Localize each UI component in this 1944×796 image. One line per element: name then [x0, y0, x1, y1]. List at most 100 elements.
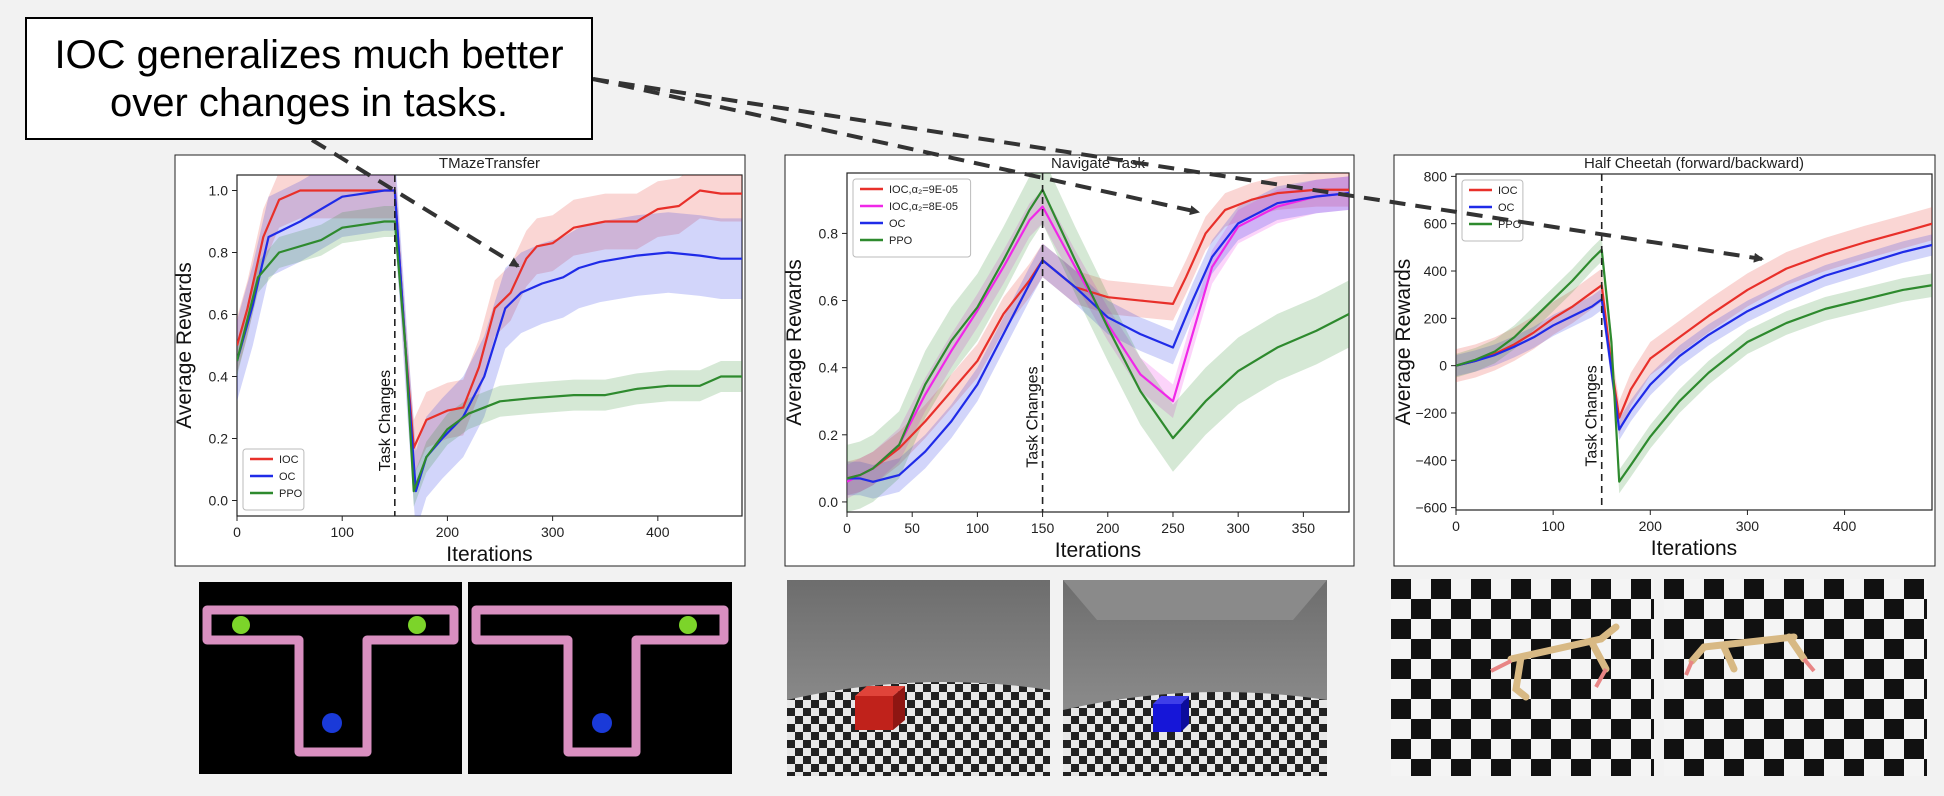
- plot-series-group: [847, 173, 1349, 512]
- y-tick-label: 0.8: [209, 245, 229, 261]
- x-tick-label: 300: [1736, 518, 1760, 534]
- y-tick-label: 0.4: [819, 360, 839, 376]
- x-tick-label: 350: [1292, 520, 1316, 536]
- series-band-ioc: [1456, 207, 1932, 435]
- y-axis-label: Average Rewards: [783, 259, 806, 426]
- x-tick-label: 400: [1833, 518, 1857, 534]
- x-tick-label: 150: [1031, 520, 1055, 536]
- legend-label-ppo: PPO: [1498, 219, 1522, 231]
- legend-label-ioc-8e-05: IOC,α₂=8E-05: [889, 201, 958, 213]
- task-change-label: Task Changes: [377, 370, 394, 471]
- arrow-to-tmaze: [310, 138, 520, 268]
- plot-area: [1455, 173, 1933, 511]
- callout-box: IOC generalizes much better over changes…: [25, 17, 593, 140]
- x-tick-label: 100: [1541, 518, 1565, 534]
- navigate-room-blue-cube-thumbnail: [1063, 580, 1327, 776]
- legend-label-ppo: PPO: [279, 488, 303, 500]
- chart-half-cheetah: Half Cheetah (forward/backward) Task Chan…: [1392, 154, 1936, 567]
- chart-tmaze-transfer: TMazeTransfer Task Changes 0 100 200 300 400 0.…: [173, 154, 746, 567]
- series-line-ppo: [1456, 248, 1932, 483]
- y-tick-label: 0.0: [209, 493, 229, 509]
- series-band-oc: [1456, 234, 1932, 441]
- legend: IOC,α₂=9E-05 IOC,α₂=8E-05 OC PPO: [852, 178, 972, 258]
- legend: IOC OC PPO: [1461, 179, 1524, 242]
- x-tick-label: 0: [1452, 518, 1460, 534]
- series-line-ppo: [237, 220, 742, 493]
- x-tick-label: 250: [1161, 520, 1185, 536]
- legend-label-ioc: IOC: [1498, 185, 1518, 197]
- tmaze-thumbnail-left: [199, 582, 462, 774]
- x-tick-label: 200: [436, 524, 460, 540]
- series-band-ppo: [237, 206, 742, 507]
- legend-label-ppo: PPO: [889, 235, 913, 247]
- y-axis-label: Average Rewards: [1392, 259, 1415, 426]
- x-tick-label: 200: [1639, 518, 1663, 534]
- x-tick-label: 100: [966, 520, 990, 536]
- y-tick-label: 0.6: [209, 307, 229, 323]
- chart-title: Navigate Task: [1051, 155, 1145, 172]
- y-tick-label: 200: [1424, 310, 1448, 326]
- y-tick-label: 400: [1424, 263, 1448, 279]
- series-line-oc: [1456, 243, 1932, 431]
- arrow-to-cheetah: [592, 77, 1764, 263]
- y-tick-label: 0: [1439, 358, 1447, 374]
- series-line-oc: [237, 189, 742, 493]
- y-axis-label: Average Rewards: [173, 262, 196, 429]
- half-cheetah-backward-thumbnail: [1664, 579, 1927, 776]
- chart-navigate-task: Navigate Task Task Changes 0 50 100 150 200 250…: [783, 154, 1355, 567]
- series-band-ioc-9e-05: [847, 173, 1349, 496]
- y-tick-label: 800: [1424, 168, 1448, 184]
- plot-series-group: [1456, 207, 1932, 494]
- x-tick-label: 50: [904, 520, 920, 536]
- chart-title: Half Cheetah (forward/backward): [1584, 155, 1804, 172]
- legend-label-oc: OC: [279, 471, 296, 483]
- x-tick-label: 100: [331, 524, 355, 540]
- y-tick-label: 0.2: [209, 431, 229, 447]
- legend-label-ioc: IOC: [279, 454, 299, 466]
- series-band-ioc-8e-05: [847, 176, 1349, 499]
- x-tick-label: 300: [541, 524, 565, 540]
- plot-series-group: [237, 175, 742, 516]
- y-tick-label: 0.4: [209, 369, 229, 385]
- x-tick-label: 0: [233, 524, 241, 540]
- series-line-oc: [847, 192, 1349, 483]
- series-line-ioc: [237, 189, 742, 449]
- plot-area: [236, 174, 743, 517]
- callout-text: IOC generalizes much better over changes…: [54, 32, 564, 125]
- series-band-ppo: [1456, 237, 1932, 494]
- legend-label-ioc-9e-05: IOC,α₂=9E-05: [889, 184, 958, 196]
- legend-box: [1461, 179, 1524, 242]
- annotation-arrows: [310, 77, 1764, 268]
- y-tick-label: 0.8: [819, 225, 839, 241]
- y-tick-label: 0.6: [819, 293, 839, 309]
- half-cheetah-forward-thumbnail: [1391, 579, 1654, 776]
- y-tick-label: −400: [1415, 452, 1447, 468]
- navigate-room-red-cube-thumbnail: [787, 580, 1050, 776]
- x-axis-label: Iterations: [1651, 537, 1737, 560]
- x-tick-label: 300: [1226, 520, 1250, 536]
- legend: IOC OC PPO: [242, 448, 305, 511]
- y-tick-label: 0.0: [819, 494, 839, 510]
- y-tick-label: −200: [1415, 405, 1447, 421]
- tmaze-thumbnail-right: [468, 582, 732, 774]
- y-tick-label: 1.0: [209, 183, 229, 199]
- x-tick-label: 200: [1096, 520, 1120, 536]
- legend-label-oc: OC: [889, 218, 906, 230]
- task-change-label: Task Changes: [1025, 366, 1042, 467]
- series-band-oc: [847, 176, 1349, 499]
- legend-box: [242, 448, 305, 511]
- series-band-ppo: [847, 173, 1349, 512]
- series-line-ioc: [1456, 222, 1932, 419]
- x-axis-label: Iterations: [1055, 539, 1141, 562]
- y-tick-label: 0.2: [819, 427, 839, 443]
- x-tick-label: 400: [646, 524, 670, 540]
- y-tick-label: −600: [1415, 500, 1447, 516]
- legend-box: [852, 178, 972, 258]
- y-tick-label: 600: [1424, 216, 1448, 232]
- chart-title: TMazeTransfer: [439, 155, 540, 172]
- task-change-label: Task Changes: [1584, 365, 1601, 466]
- legend-label-oc: OC: [1498, 202, 1515, 214]
- x-tick-label: 0: [843, 520, 851, 536]
- x-axis-label: Iterations: [446, 543, 532, 566]
